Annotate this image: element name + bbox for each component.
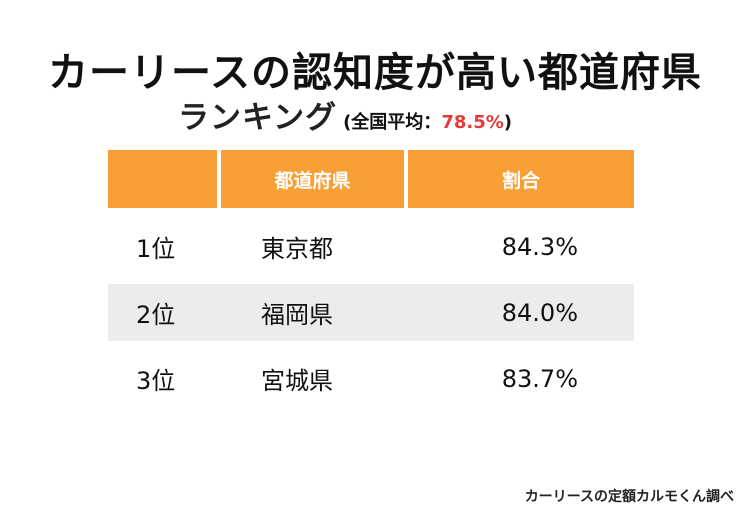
rank-cell: 2位	[136, 301, 176, 329]
prefecture-cell: 東京都	[261, 235, 333, 263]
source-credit: カーリースの定額カルモくん調べ	[524, 489, 734, 505]
table-header-row: 都道府県 割合	[108, 150, 634, 208]
header-cell-prefecture: 都道府県	[221, 150, 404, 208]
percent-cell: 84.0%	[501, 298, 578, 327]
percent-cell: 84.3%	[501, 232, 578, 261]
table-row: 2位 福岡県 84.0%	[108, 284, 634, 341]
table-row: 1位 東京都 84.3%	[108, 218, 634, 275]
subtitle: ランキング	[178, 100, 338, 136]
rank-cell: 1位	[136, 235, 176, 263]
header-cell-rank	[108, 150, 217, 208]
table-row: 3位 宮城県 83.7%	[108, 350, 634, 407]
national-average-suffix: )	[503, 112, 512, 133]
ranking-table: 都道府県 割合 1位 東京都 84.3% 2位 福岡県 84.0% 3位 宮城県…	[108, 150, 634, 416]
prefecture-cell: 福岡県	[261, 301, 333, 329]
page-title: カーリースの認知度が高い都道府県	[48, 50, 702, 96]
percent-cell: 83.7%	[501, 364, 578, 393]
national-average-note: (全国平均：78.5%)	[343, 108, 512, 134]
national-average-value: 78.5%	[441, 112, 504, 133]
rank-cell: 3位	[136, 367, 176, 395]
national-average-prefix: (全国平均：	[343, 112, 442, 133]
header-cell-percent: 割合	[408, 150, 634, 208]
subtitle-row: ランキング (全国平均：78.5%)	[178, 92, 512, 136]
prefecture-cell: 宮城県	[261, 367, 333, 395]
